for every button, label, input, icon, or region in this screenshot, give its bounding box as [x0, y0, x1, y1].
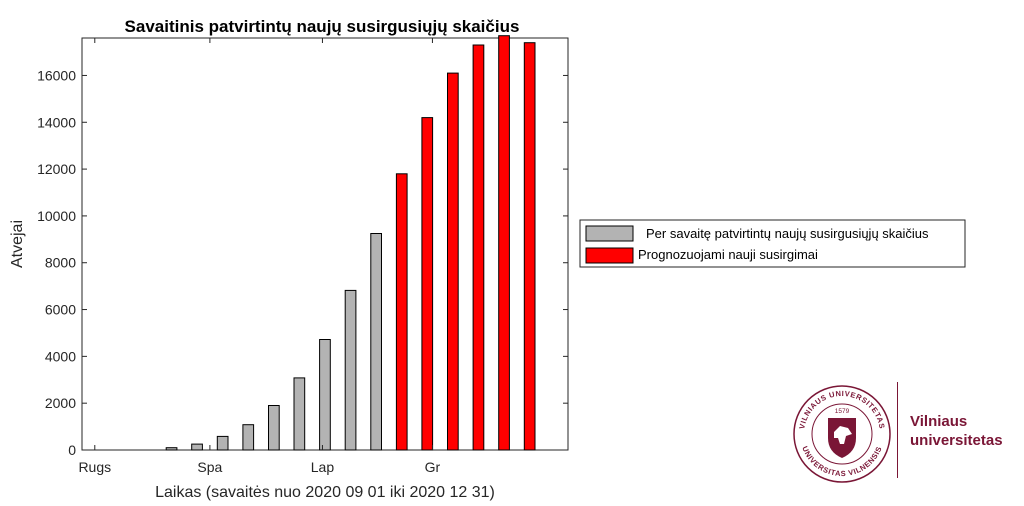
- y-axis-ticks: 0 2000 4000 6000 8000 10000 12000 14000 16000: [37, 67, 568, 458]
- x-tick-label: Spa: [197, 459, 222, 475]
- logo-divider: [897, 382, 898, 478]
- bar-observed-8: [344, 289, 357, 451]
- legend-swatch-observed: [585, 225, 634, 242]
- y-tick-label: 0: [68, 442, 76, 458]
- university-logo: VILNIAUS UNIVERSITETAS UNIVERSITAS VILNE…: [790, 376, 1010, 486]
- bar-forecast-2: [421, 117, 434, 451]
- y-tick-label: 14000: [37, 114, 76, 130]
- bar-forecast-1: [395, 173, 408, 451]
- x-axis-ticks: Rugs Spa Lap Gr: [78, 38, 441, 475]
- bars-group: [165, 35, 536, 451]
- bar-forecast-6: [523, 42, 536, 451]
- chart-title: Savaitinis patvirtintų naujų susirgusiųj…: [125, 17, 520, 36]
- bar-forecast-5: [498, 35, 510, 451]
- legend-box: [579, 219, 966, 268]
- legend: Per savaitę patvirtintų naujų susirgusių…: [579, 219, 966, 268]
- y-tick-label: 2000: [45, 395, 76, 411]
- bar-forecast-3: [447, 72, 459, 451]
- bar-observed-6: [293, 377, 306, 451]
- bar-observed-7: [319, 339, 331, 451]
- y-tick-label: 6000: [45, 302, 76, 318]
- y-axis-label: Atvejai: [9, 220, 26, 268]
- svg-text:1579: 1579: [835, 408, 850, 415]
- bar-observed-5: [268, 405, 280, 451]
- y-tick-label: 4000: [45, 348, 76, 364]
- y-tick-label: 10000: [37, 208, 76, 224]
- y-tick-label: 12000: [37, 161, 76, 177]
- bar-observed-2: [191, 443, 203, 451]
- university-name: Vilniaus universitetas: [910, 412, 1003, 450]
- bar-observed-3: [216, 435, 229, 451]
- university-name-line1: Vilniaus: [910, 413, 968, 430]
- legend-swatch-forecast: [585, 247, 634, 264]
- x-axis-label: Laikas (savaitės nuo 2020 09 01 iki 2020…: [155, 484, 495, 501]
- bar-forecast-4: [472, 44, 485, 451]
- legend-label-forecast: Prognozuojami nauji susirgimai: [638, 247, 818, 262]
- x-tick-label: Rugs: [78, 459, 111, 475]
- legend-label-observed: Per savaitę patvirtintų naujų susirgusių…: [646, 226, 929, 241]
- bar-observed-4: [242, 424, 255, 451]
- university-seal-icon: VILNIAUS UNIVERSITETAS UNIVERSITAS VILNE…: [793, 385, 891, 483]
- y-tick-label: 16000: [37, 67, 76, 83]
- bar-observed-9: [370, 233, 382, 451]
- y-tick-label: 8000: [45, 255, 76, 271]
- university-name-line2: universitetas: [910, 432, 1003, 449]
- x-tick-label: Gr: [425, 459, 441, 475]
- x-tick-label: Lap: [311, 459, 335, 475]
- bar-observed-1: [165, 447, 178, 451]
